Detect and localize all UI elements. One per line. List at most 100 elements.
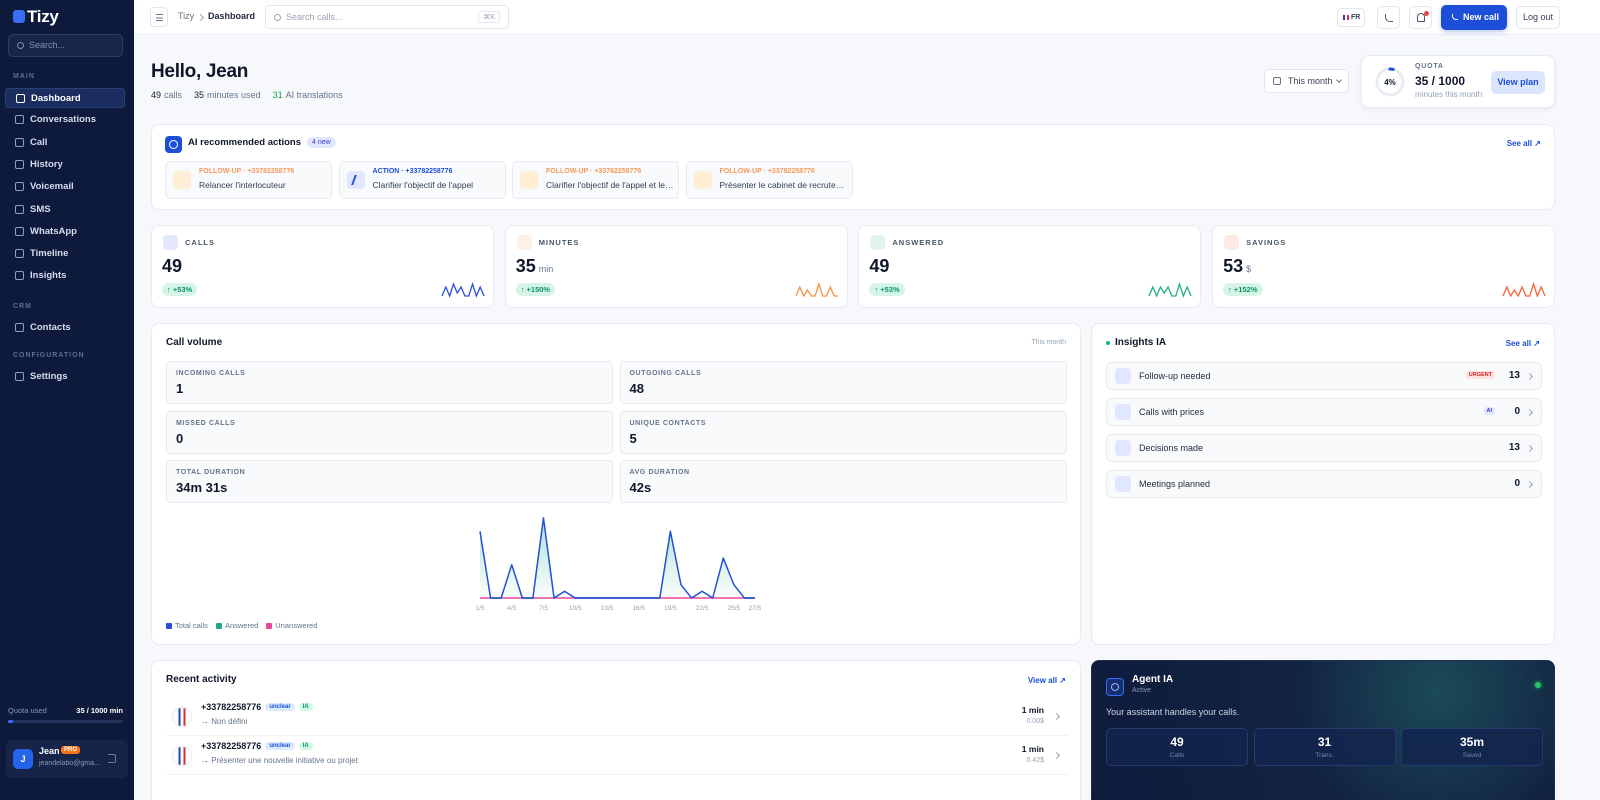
card-title: Call volume xyxy=(166,337,223,348)
metric-value: 0 xyxy=(176,430,184,446)
action-item[interactable]: ACTION · +33782258776 Clarifier l'objecti… xyxy=(338,161,506,199)
topbar-search[interactable]: Search calls... ⌘K xyxy=(265,5,509,29)
agent-stat-value: 35m xyxy=(1459,735,1485,749)
action-icon xyxy=(693,171,712,189)
insight-icon xyxy=(1115,404,1131,420)
agent-icon-ring xyxy=(1111,683,1119,691)
menu-button[interactable] xyxy=(150,7,168,27)
metric-label: UNIQUE CONTACTS xyxy=(629,419,707,427)
action-text: Présenter le cabinet de recrutem... xyxy=(719,180,848,190)
greeting-stat: 49 calls xyxy=(151,90,182,100)
x-tick-label: 10/5 xyxy=(569,605,582,612)
stat-change: ↑ +152% xyxy=(1223,283,1263,296)
legend: Total calls Answered Unanswered xyxy=(166,621,317,630)
stat-value: 49 xyxy=(151,90,162,100)
activity-row[interactable]: +33782258776 unclear IA → Non défini 1 min 0.… xyxy=(166,698,1068,736)
insight-row[interactable]: Meetings planned 0 xyxy=(1106,470,1542,498)
stat-label: ANSWERED xyxy=(892,238,945,247)
phone-button[interactable] xyxy=(1377,6,1400,29)
ai-icon-ring xyxy=(169,140,178,149)
nav-item[interactable]: History xyxy=(5,155,125,175)
stat-value-row: 35 min xyxy=(516,256,554,277)
x-tick-label: 13/5 xyxy=(601,605,614,612)
nav-item[interactable]: Contacts xyxy=(5,318,125,338)
see-all-link[interactable]: See all ↗ xyxy=(1505,339,1540,348)
view-plan-button[interactable]: View plan xyxy=(1491,71,1545,94)
ai-badge: 4 new xyxy=(306,137,336,148)
nav-item[interactable]: Settings xyxy=(5,367,125,387)
greeting-stats: 49 calls 35 minutes used 31 AI translations xyxy=(151,90,343,100)
sidebar-search[interactable]: Search... xyxy=(8,34,123,57)
stat-label: SAVINGS xyxy=(1246,238,1287,247)
insight-icon xyxy=(1115,368,1131,384)
insight-value: 13 xyxy=(1508,370,1520,381)
breadcrumb-current: Dashboard xyxy=(208,11,256,21)
action-item[interactable]: FOLLOW-UP · +33782258776 Relancer l'inter… xyxy=(165,161,332,199)
stat-value: 35 xyxy=(515,256,536,276)
nav-label: Call xyxy=(30,136,48,148)
metric-value: 34m 31s xyxy=(176,480,228,495)
action-item[interactable]: FOLLOW-UP · +33782258776 Présenter le cab… xyxy=(685,161,853,199)
agent-stat-label: Trans. xyxy=(1315,752,1334,759)
action-item[interactable]: FOLLOW-UP · +33782258776 Clarifier l'obje… xyxy=(512,161,679,199)
nav-icon xyxy=(15,271,24,281)
chevron xyxy=(1052,751,1061,759)
stat-value-row: 53 $ xyxy=(1223,256,1251,277)
insight-row[interactable]: Decisions made 13 xyxy=(1106,434,1542,462)
nav-icon xyxy=(15,182,24,192)
nav-item[interactable]: Conversations xyxy=(5,110,125,130)
x-tick-label: 25/5 xyxy=(728,605,741,612)
shortcut: ⌘K xyxy=(478,11,500,23)
legend-label: Unanswered xyxy=(275,621,318,630)
recent-activity-card: Recent activity View all ↗ +33782258776 unc… xyxy=(151,660,1081,800)
insight-label: Meetings planned xyxy=(1139,479,1211,489)
insight-icon xyxy=(1115,440,1131,456)
nav-item[interactable]: Voicemail xyxy=(5,177,125,197)
bell-icon xyxy=(1417,13,1425,22)
breadcrumb-root[interactable]: Tizy xyxy=(178,11,195,21)
nav-icon xyxy=(15,372,24,381)
menu-icon xyxy=(156,14,163,21)
nav-icon xyxy=(15,204,24,214)
see-all-link[interactable]: See all ↗ xyxy=(1506,139,1541,148)
nav-item[interactable]: Dashboard xyxy=(5,88,125,108)
nav-item[interactable]: Call xyxy=(5,133,125,153)
stat-value: 35 xyxy=(194,90,205,100)
sparkline xyxy=(1148,282,1192,298)
nav-item[interactable]: WhatsApp xyxy=(5,222,125,242)
user-card[interactable]: J Jean PRO jeandelabo@gma... xyxy=(6,740,128,778)
nav-item[interactable]: Insights xyxy=(5,266,125,286)
nav-label: Timeline xyxy=(30,248,69,260)
x-tick-label: 22/5 xyxy=(696,605,709,612)
activity-cost: 0.00$ xyxy=(1026,718,1044,725)
greeting-stat: 31 AI translations xyxy=(273,90,343,100)
insight-row[interactable]: Follow-up needed URGENT 13 xyxy=(1106,362,1542,390)
agent-stat: 49 Calls xyxy=(1106,728,1248,766)
stat-card: CALLS 49 ↑ +53% xyxy=(151,225,494,308)
insight-row[interactable]: Calls with prices AI 0 xyxy=(1106,398,1542,426)
logout-button[interactable]: Log out xyxy=(1516,6,1560,29)
activity-row[interactable]: +33782258776 unclear IA → Présenter une nou… xyxy=(166,737,1068,775)
x-tick-label: 4/5 xyxy=(507,605,516,612)
bell-button[interactable] xyxy=(1409,6,1432,29)
user-badge: PRO xyxy=(61,746,81,754)
nav-label: Contacts xyxy=(30,322,71,333)
new-call-button[interactable]: New call xyxy=(1441,5,1507,30)
bell-dot xyxy=(1424,11,1429,16)
lang-button[interactable]: FR xyxy=(1337,8,1365,27)
nav-item[interactable]: Timeline xyxy=(5,244,125,264)
period-select[interactable]: This month xyxy=(1264,69,1349,93)
card-title: Insights IA xyxy=(1115,337,1167,348)
nav-item[interactable]: SMS xyxy=(5,200,125,220)
nav-label: Dashboard xyxy=(31,93,81,104)
stat-card: MINUTES 35 min ↑ +150% xyxy=(504,225,848,308)
quota-label: Quota used xyxy=(8,706,47,715)
insight-label: Calls with prices xyxy=(1139,407,1205,417)
status-dot xyxy=(1106,341,1110,345)
card-period: This month xyxy=(1031,339,1066,346)
action-text: Clarifier l'objectif de l'appel et les .… xyxy=(546,180,674,190)
metric-box: TOTAL DURATION 34m 31s xyxy=(166,460,613,503)
logout-icon[interactable] xyxy=(108,754,116,763)
view-all-link[interactable]: View all ↗ xyxy=(1027,676,1066,685)
sparkline-path xyxy=(795,282,838,298)
